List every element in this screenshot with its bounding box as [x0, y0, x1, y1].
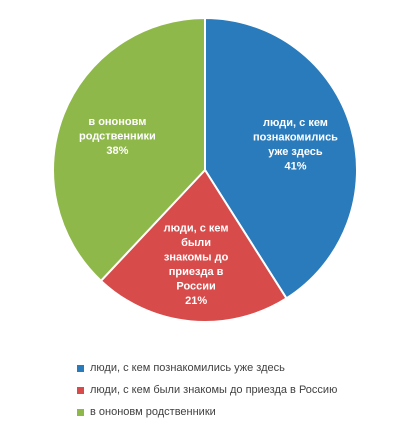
slice-percent: 21%	[185, 295, 207, 307]
slice-label-line: были	[181, 237, 211, 249]
slice-label-line: родственники	[79, 130, 156, 142]
slice-label-line: в ононовм	[88, 116, 146, 128]
slice-relatives	[52, 16, 206, 283]
pie-slice-labels: люди, с кем познакомились уже здесь 41%люди…	[79, 116, 338, 307]
slice-label-line: приезда в	[169, 266, 224, 278]
slice-label-line: люди, с кем	[263, 117, 328, 129]
slice-known-before	[99, 168, 288, 323]
legend-label: в ононовм родственники	[90, 406, 216, 418]
slice-label-line: уже здесь	[268, 146, 323, 158]
slice-label-line: знакомы до	[164, 252, 229, 264]
legend-swatch	[77, 408, 84, 416]
slice-relatives-label: в ононовм родственники 38%	[79, 116, 156, 157]
pie-slices	[52, 16, 358, 323]
legend-item: люди, с кем познакомились уже здесь	[77, 357, 337, 379]
slice-met-here-label: люди, с кем познакомились уже здесь 41%	[253, 117, 338, 173]
slice-label-line: познакомились	[253, 132, 338, 144]
slice-known-before-label: люди, с кем были знакомы до приезда в России…	[164, 223, 229, 308]
slice-label-line: люди, с кем	[164, 223, 229, 235]
legend-label: люди, с кем были знакомы до приезда в Ро…	[90, 384, 338, 396]
pie-chart: люди, с кем познакомились уже здесь 41%люди…	[52, 16, 358, 323]
legend-item: в ононовм родственники	[77, 401, 337, 423]
legend-label: люди, с кем познакомились уже здесь	[90, 362, 285, 374]
legend-swatch	[77, 386, 84, 394]
legend-item: люди, с кем были знакомы до приезда в Ро…	[77, 379, 337, 401]
slice-percent: 38%	[106, 145, 128, 157]
chart-legend: люди, с кем познакомились уже здесь люди,…	[77, 357, 337, 423]
slice-percent: 41%	[284, 161, 306, 173]
slice-label-line: России	[176, 281, 215, 293]
legend-swatch	[77, 364, 84, 372]
